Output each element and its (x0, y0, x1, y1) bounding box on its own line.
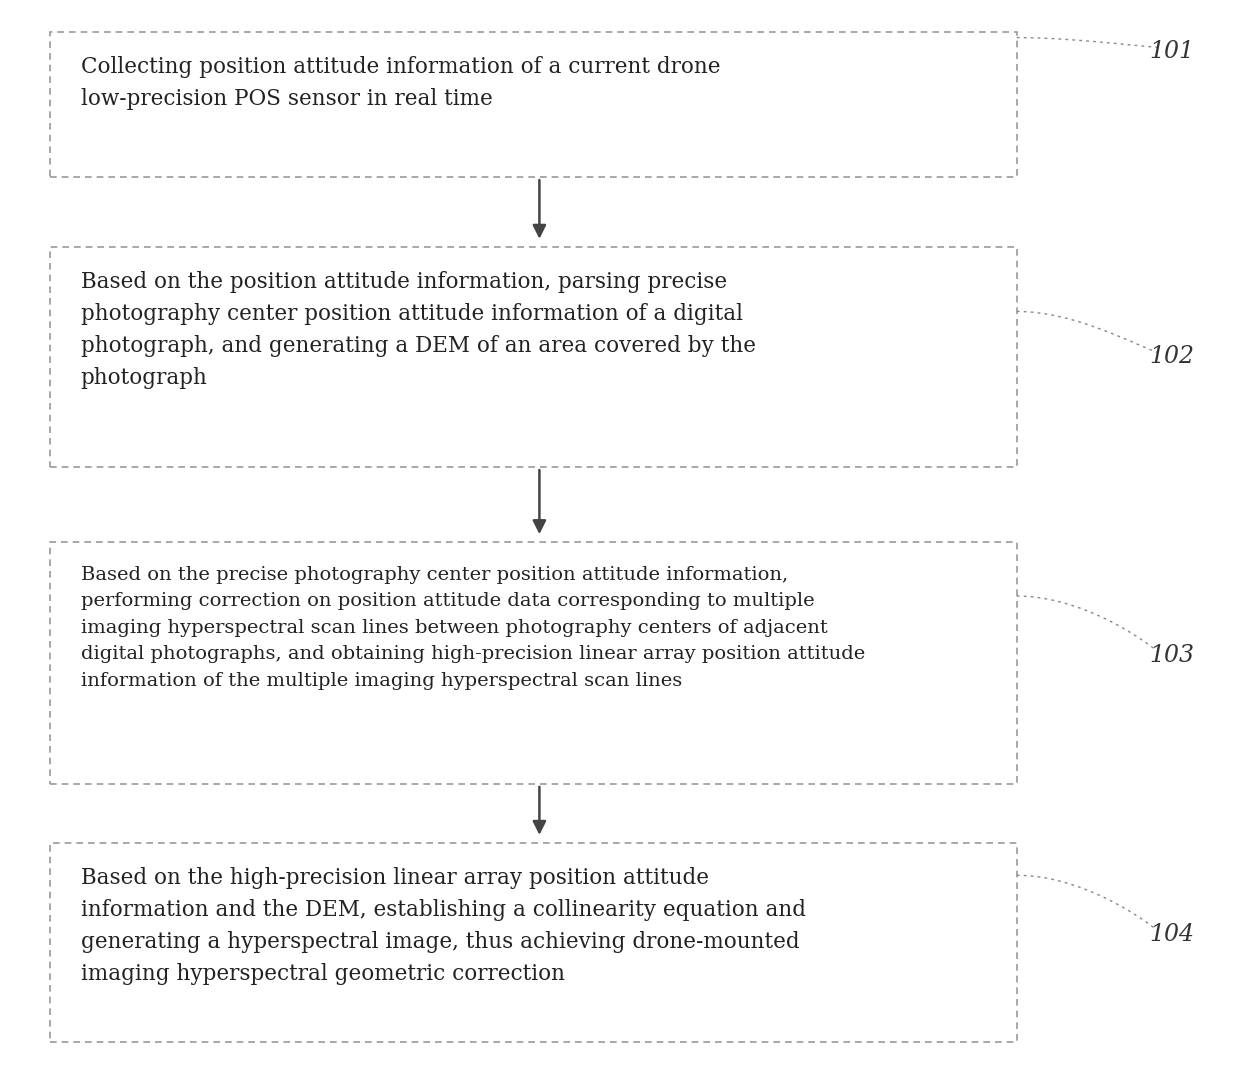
FancyBboxPatch shape (50, 542, 1017, 784)
Text: 101: 101 (1149, 40, 1194, 63)
Text: Based on the position attitude information, parsing precise
photography center p: Based on the position attitude informati… (81, 271, 755, 389)
Text: Collecting position attitude information of a current drone
low-precision POS se: Collecting position attitude information… (81, 56, 720, 110)
FancyBboxPatch shape (50, 32, 1017, 177)
FancyBboxPatch shape (50, 247, 1017, 467)
Text: 102: 102 (1149, 345, 1194, 368)
Text: Based on the high-precision linear array position attitude
information and the D: Based on the high-precision linear array… (81, 867, 806, 985)
Text: 104: 104 (1149, 923, 1194, 946)
Text: Based on the precise photography center position attitude information,
performin: Based on the precise photography center … (81, 566, 864, 690)
Text: 103: 103 (1149, 643, 1194, 667)
FancyBboxPatch shape (50, 843, 1017, 1042)
